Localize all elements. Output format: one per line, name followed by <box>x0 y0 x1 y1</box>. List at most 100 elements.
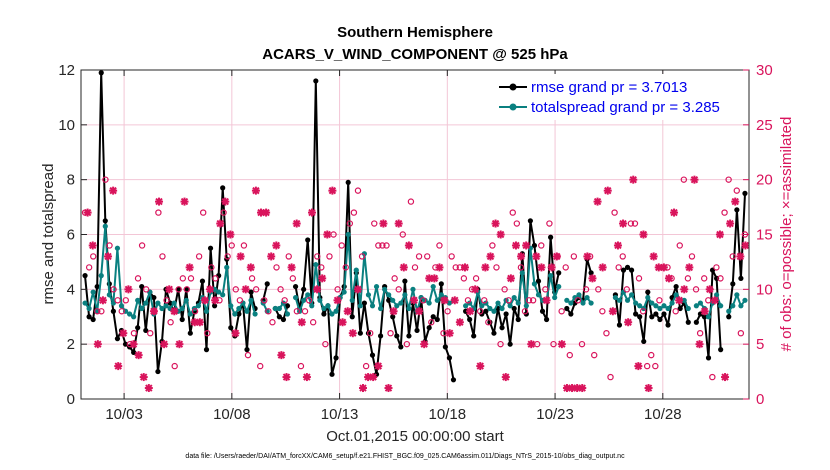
obs-assimilated-marker <box>670 208 679 217</box>
obs-assimilated-marker <box>486 252 495 261</box>
obs-assimilated-marker <box>221 197 230 206</box>
totalspread-point <box>624 297 631 303</box>
obs-assimilated-marker <box>644 384 653 393</box>
totalspread-point <box>394 303 400 309</box>
obs-possible-marker <box>375 242 382 249</box>
obs-assimilated-marker <box>119 329 128 338</box>
obs-possible-marker <box>85 264 93 271</box>
obs-possible-marker <box>656 297 663 304</box>
obs-possible-marker <box>599 308 606 315</box>
obs-assimilated-marker <box>129 340 138 349</box>
obs-possible-marker <box>542 286 549 293</box>
rmse-point <box>499 325 505 331</box>
obs-possible-marker <box>574 297 582 304</box>
obs-possible-marker <box>672 308 679 315</box>
totalspread-point <box>653 303 659 309</box>
obs-assimilated-marker <box>394 219 403 228</box>
totalspread-point <box>292 294 299 301</box>
rmse-point <box>507 341 513 347</box>
rmse-point <box>94 283 100 290</box>
rmse-point <box>131 349 137 355</box>
obs-possible-marker <box>705 297 712 304</box>
totalspread-point <box>633 300 639 306</box>
totalspread-point <box>499 305 505 312</box>
obs-possible-marker <box>700 275 708 282</box>
obs-assimilated-marker <box>721 373 730 382</box>
obs-assimilated-marker <box>170 307 179 316</box>
obs-possible-marker <box>252 286 260 293</box>
totalspread-point <box>576 292 582 298</box>
totalspread-point <box>491 308 497 314</box>
y-right-tick-label: 25 <box>756 117 773 134</box>
obs-possible-marker <box>696 330 704 337</box>
legend-totalspread-label: totalspread grand pr = 3.285 <box>531 99 720 116</box>
rmse-point <box>442 344 448 350</box>
obs-assimilated-marker <box>369 373 378 382</box>
rmse-point <box>657 316 663 323</box>
totalspread-point <box>580 300 586 306</box>
totalspread-point <box>584 294 590 301</box>
obs-assimilated-marker <box>639 230 648 239</box>
rmse-point <box>483 308 489 314</box>
obs-assimilated-marker <box>506 274 515 283</box>
totalspread-point <box>373 283 380 290</box>
obs-possible-marker <box>652 362 659 370</box>
rmse-line <box>464 219 560 346</box>
totalspread-point <box>98 273 104 279</box>
rmse-point <box>203 347 210 353</box>
obs-assimilated-marker <box>695 340 704 349</box>
obs-possible-marker <box>676 242 683 249</box>
obs-possible-marker <box>322 340 329 348</box>
obs-possible-marker <box>419 297 427 304</box>
rmse-point <box>349 314 355 320</box>
obs-possible-marker <box>709 373 716 381</box>
obs-assimilated-marker <box>537 263 546 272</box>
rmse-point <box>653 311 659 317</box>
obs-possible-marker <box>114 297 121 304</box>
obs-assimilated-marker <box>262 208 271 217</box>
totalspread-point <box>139 305 145 312</box>
obs-assimilated-marker <box>603 186 612 195</box>
obs-possible-marker <box>261 297 268 304</box>
obs-assimilated-marker <box>578 384 587 393</box>
totalspread-point <box>398 300 404 306</box>
obs-possible-marker <box>582 286 590 293</box>
totalspread-point <box>236 305 242 312</box>
rmse-point <box>151 294 157 301</box>
obs-assimilated-marker <box>522 241 531 250</box>
totalspread-point <box>183 297 189 303</box>
rmse-point <box>313 78 319 84</box>
rmse-point <box>543 316 550 323</box>
rmse-point <box>212 303 218 309</box>
obs-possible-marker <box>733 187 740 194</box>
totalspread-point <box>446 300 453 306</box>
rmse-point <box>402 278 408 284</box>
rmse-point <box>649 314 655 320</box>
totalspread-point <box>507 303 513 309</box>
totalspread-point <box>357 303 363 309</box>
totalspread-point <box>317 297 323 303</box>
totalspread-point <box>187 311 193 317</box>
obs-assimilated-marker <box>557 340 566 349</box>
obs-possible-marker <box>318 264 325 271</box>
obs-possible-marker <box>481 297 488 304</box>
rmse-point <box>98 70 104 76</box>
obs-possible-marker <box>204 330 211 337</box>
y-tick-label: 2 <box>67 336 75 353</box>
obs-assimilated-marker <box>185 263 194 272</box>
obs-assimilated-marker <box>379 219 388 228</box>
obs-assimilated-marker <box>236 252 245 261</box>
obs-possible-marker <box>171 362 178 370</box>
totalspread-point <box>179 305 185 312</box>
rmse-point <box>628 267 635 273</box>
obs-assimilated-marker <box>481 263 490 272</box>
obs-possible-marker <box>452 264 459 271</box>
obs-possible-marker <box>615 264 622 271</box>
rmse-point <box>463 308 469 314</box>
obs-possible-marker <box>713 264 720 271</box>
obs-possible-marker <box>187 275 195 282</box>
totalspread-point <box>539 297 546 303</box>
obs-possible-marker <box>529 297 537 304</box>
obs-assimilated-marker <box>338 318 347 327</box>
obs-assimilated-marker <box>226 230 235 239</box>
